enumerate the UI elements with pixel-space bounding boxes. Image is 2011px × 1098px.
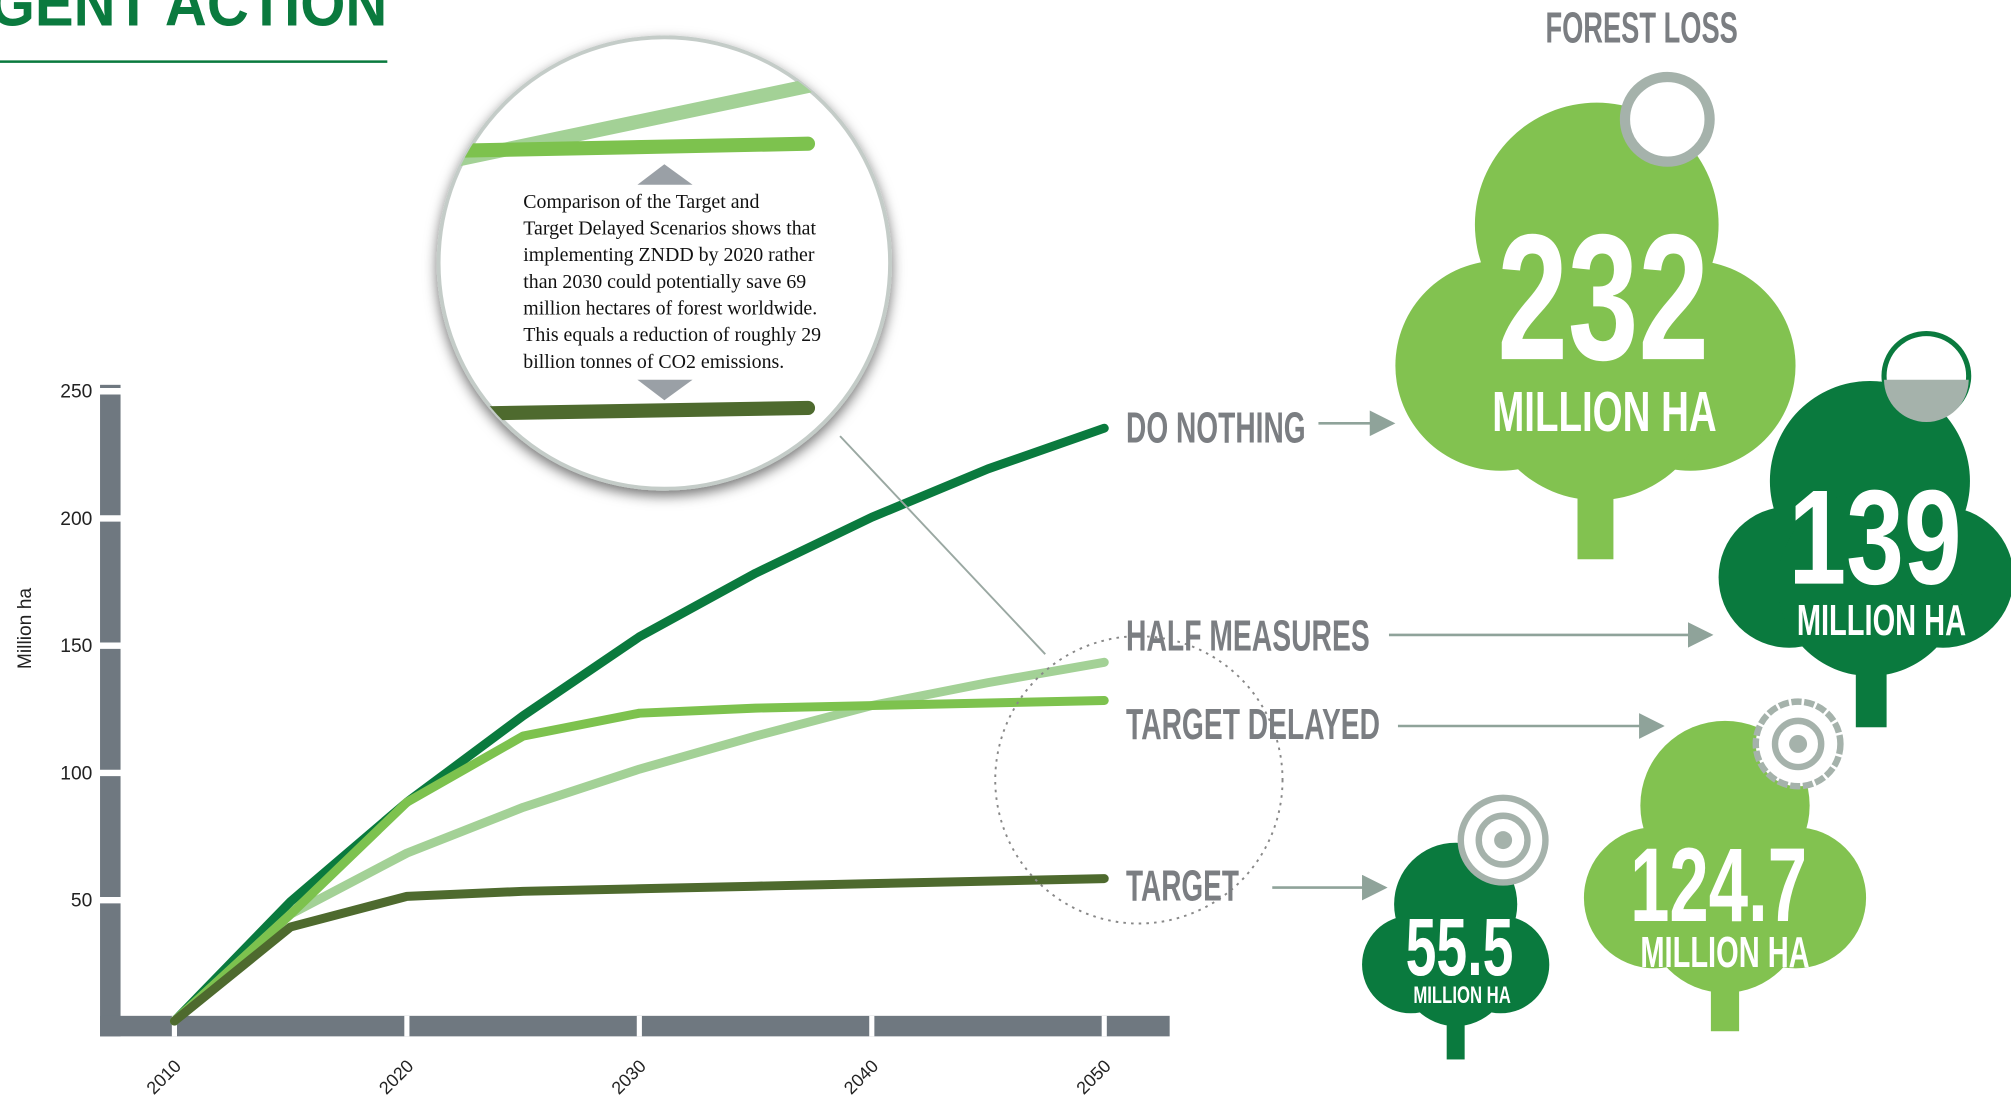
callout-connector xyxy=(839,435,1046,655)
y-tick-label: 50 xyxy=(71,891,92,912)
x-tick-label: 2030 xyxy=(608,1056,650,1098)
loss-unit: MILLION HA xyxy=(1797,597,1966,645)
x-tick-label: 2010 xyxy=(143,1056,185,1098)
callout-line: Comparison of the Target and xyxy=(523,191,759,213)
loss-unit: MILLION HA xyxy=(1492,380,1716,443)
page-title: GENT ACTION xyxy=(0,0,387,40)
tree xyxy=(1362,794,1550,1060)
y-tick-label: 250 xyxy=(60,382,92,403)
x-tick-label: 2020 xyxy=(375,1056,417,1098)
x-tick-label: 2050 xyxy=(1072,1056,1114,1098)
x-axis-bar xyxy=(100,1015,1170,1037)
tree xyxy=(1718,330,2011,728)
series-line xyxy=(169,874,1109,1026)
loss-value: 232 xyxy=(1497,197,1709,398)
y-axis-label: Million ha xyxy=(15,588,36,669)
loss-value: 55.5 xyxy=(1406,902,1514,993)
tree xyxy=(1395,71,1796,560)
series-label: TARGET xyxy=(1126,862,1239,910)
series-label: TARGET DELAYED xyxy=(1126,701,1380,749)
loss-value: 124.7 xyxy=(1630,827,1807,944)
loss-value: 139 xyxy=(1788,462,1961,613)
y-tick-label: 200 xyxy=(60,509,92,530)
zoom-line xyxy=(438,136,816,159)
callout-text: Comparison of the Target and Target Delay… xyxy=(523,191,821,373)
arrow-down xyxy=(637,379,693,401)
loss-unit: MILLION HA xyxy=(1640,929,1809,977)
series-label: DO NOTHING xyxy=(1126,405,1306,453)
series-line xyxy=(169,423,1109,1026)
callout-line: than 2030 could potentially save 69 xyxy=(523,271,806,293)
arrow-up xyxy=(637,164,693,185)
y-tick-label: 150 xyxy=(60,636,92,657)
y-axis-bar xyxy=(100,384,121,1037)
y-tick-label: 100 xyxy=(60,763,92,784)
zoom-area xyxy=(994,635,1284,925)
callout-line: implementing ZNDD by 2020 rather xyxy=(523,244,815,266)
series-label: HALF MEASURES xyxy=(1126,612,1370,660)
callout-line: This equals a reduction of roughly 29 xyxy=(523,324,821,346)
callout-line: billion tonnes of CO2 emissions. xyxy=(523,351,784,373)
zoom-line xyxy=(438,400,816,422)
x-tick-label: 2040 xyxy=(840,1056,882,1098)
loss-unit: MILLION HA xyxy=(1413,982,1510,1009)
callout-line: million hectares of forest worldwide. xyxy=(523,298,817,320)
series-line xyxy=(169,695,1109,1026)
tree xyxy=(1583,698,1867,1032)
series-line xyxy=(169,657,1109,1026)
forest-loss-title: FOREST LOSS xyxy=(1545,4,1737,52)
plot: 50 100 150 200 250 2010 2020 2030 2040 2050 xyxy=(60,382,1170,1098)
callout-line: Target Delayed Scenarios shows that xyxy=(523,218,816,240)
